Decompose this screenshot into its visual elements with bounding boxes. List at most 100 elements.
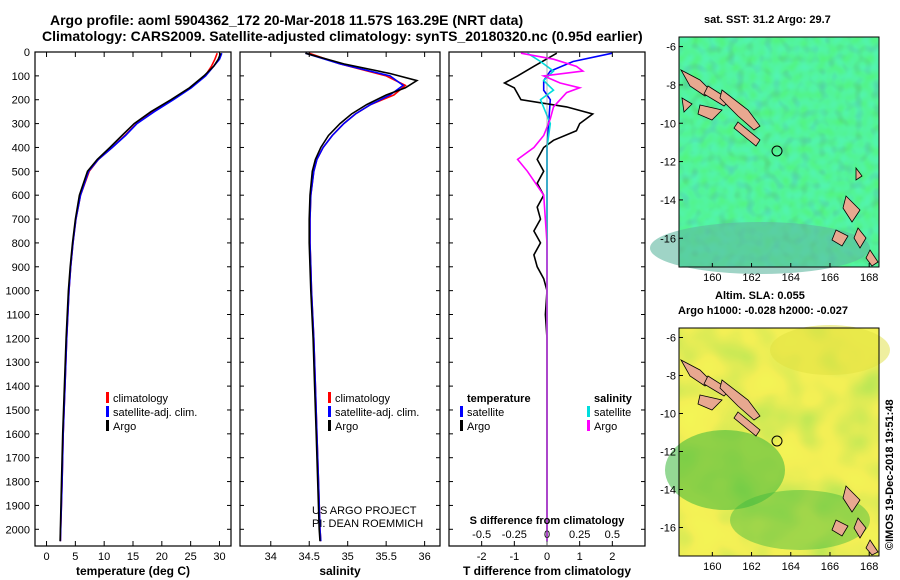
island [733,121,761,147]
map-x-tick-label: 168 [860,561,878,573]
map-x-tick-label: 162 [742,272,760,284]
title-line-2: Climatology: CARS2009. Satellite-adjuste… [42,28,643,44]
legend-argo: Argo [335,421,358,433]
island [733,411,761,437]
map-x-tick-label: 166 [821,272,839,284]
depth-axis: 0 100 200 300 400 500 600 700 800 900 1000 1100 1200… [6,47,645,536]
island [681,97,693,113]
temperature-xlabel: temperature (deg C) [76,564,190,578]
depth-tick-label: 1100 [6,310,30,322]
island [865,539,879,556]
imos-timestamp: ©IMOS 19-Dec-2018 19:51:48 [884,399,896,550]
s-tick-label: -0.25 [502,529,527,541]
x-tick-label: 34 [265,551,277,563]
map-y-tick-label: -8 [666,80,676,92]
depth-tick-label: 1500 [6,405,30,417]
x-tick-label: 15 [127,551,139,563]
legend-climatology: climatology [335,393,391,405]
map-y-tick-label: -16 [660,523,676,535]
depth-tick-label: 300 [12,119,30,131]
salinity-series [305,52,419,542]
sst-islands [679,69,879,267]
x-tick-label: 2 [609,551,615,563]
depth-tick-label: 1000 [6,286,30,298]
title-line-1: Argo profile: aoml 5904362_172 20-Mar-20… [50,12,524,28]
temperature-panel: 0 5 10 15 20 25 30 temperature (deg C) climato… [34,51,232,578]
x-tick-label: -2 [477,551,487,563]
map-y-tick-label: -6 [666,42,676,54]
s-tick-label: 0.5 [605,529,620,541]
x-tick-label: 1 [577,551,583,563]
legend-climatology: climatology [113,393,169,405]
depth-tick-label: 600 [12,190,30,202]
legend-swatch-argo [328,420,331,431]
temperature-series [59,52,223,542]
depth-tick-label: 0 [24,47,30,59]
legend-swatch-t-satellite [460,406,463,417]
island [855,166,863,181]
legend-swatch-satellite [328,406,331,417]
map-y-tick-label: -10 [660,409,676,421]
legend-swatch-t-argo [460,420,463,431]
project-credit: US ARGO PROJECT [312,505,417,517]
map-x-tick-label: 162 [742,561,760,573]
x-tick-label: 0 [43,551,49,563]
series-line-argo [305,52,419,542]
sla-map-title-1: Altim. SLA: 0.055 [715,290,805,302]
legend-satellite-adj: satellite-adj. clim. [113,407,197,419]
x-tick-label: 20 [156,551,168,563]
legend-temperature-heading: temperature [467,393,531,405]
s-difference-label: S difference from climatology [470,515,626,527]
depth-tick-label: 1700 [6,453,30,465]
sla-low-patch [665,430,785,510]
salinity-frame [239,51,441,547]
sla-islands [679,359,879,556]
s-tick-label: -0.5 [472,529,491,541]
sla-map-title-2: Argo h1000: -0.028 h2000: -0.027 [678,305,848,317]
legend-swatch-s-argo [587,420,590,431]
legend-salinity-heading: salinity [594,393,633,405]
map-y-tick-label: -12 [660,157,676,169]
map-y-tick-label: -10 [660,118,676,130]
legend-s-argo: Argo [594,421,617,433]
sst-map-title: sat. SST: 31.2 Argo: 29.7 [704,14,831,26]
legend-t-satellite: satellite [467,407,504,419]
island [842,195,861,223]
depth-tick-label: 500 [12,166,30,178]
island [831,229,849,247]
legend-argo: Argo [113,421,136,433]
sst-map-axes: 160 162 164 166 168 -6 -8 -10 -12 -14 -16 [660,42,878,284]
island [697,394,723,411]
legend-t-argo: Argo [467,421,490,433]
island [865,249,879,267]
float-location-marker [771,435,783,447]
map-x-tick-label: 164 [782,272,800,284]
salinity-x-axis: 34 34.5 35 35.5 36 [265,52,431,563]
map-x-tick-label: 160 [703,561,721,573]
island [719,89,761,131]
x-tick-label: 25 [185,551,197,563]
sla-low-patch [730,490,870,550]
salinity-xlabel: salinity [319,564,361,578]
sst-cool-patch [650,222,870,274]
island [842,485,861,513]
depth-tick-label: 2000 [6,524,30,536]
island [831,519,849,537]
legend-satellite-adj: satellite-adj. clim. [335,407,419,419]
map-x-tick-label: 168 [860,272,878,284]
depth-tick-label: 1300 [6,357,30,369]
s-tick-label: 0.25 [569,529,590,541]
x-tick-label: 35.5 [375,551,396,563]
depth-tick-label: 700 [12,214,30,226]
island [719,379,761,421]
depth-tick-label: 1400 [6,381,30,393]
map-x-tick-label: 166 [821,561,839,573]
depth-tick-label: 200 [12,95,30,107]
sla-high-patch [770,325,890,375]
map-y-tick-label: -16 [660,233,676,245]
x-tick-label: 35 [342,551,354,563]
series-line-argo [59,52,222,542]
depth-tick-label: 1200 [6,333,30,345]
